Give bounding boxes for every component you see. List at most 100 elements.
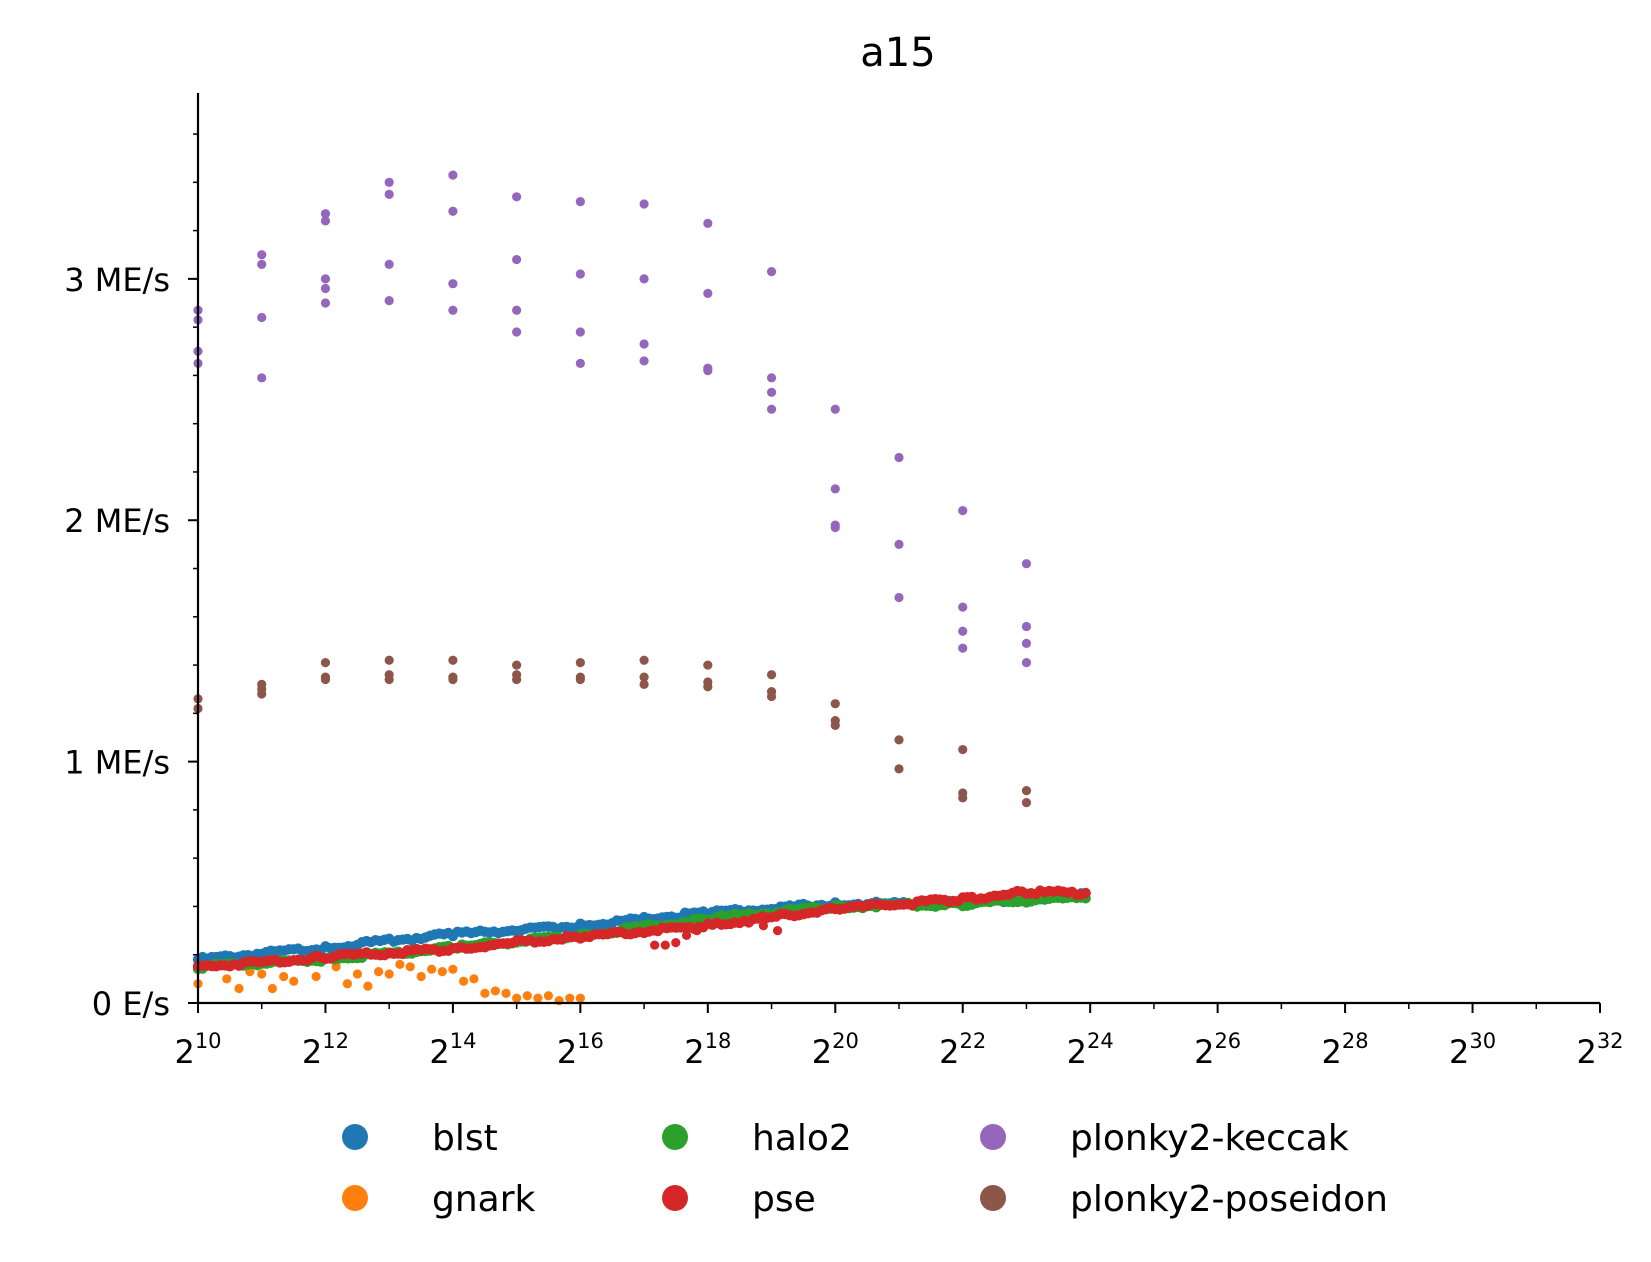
data-point — [639, 199, 649, 209]
x-tick-exponent: 16 — [577, 1029, 604, 1053]
x-tick-base: 2 — [812, 1033, 832, 1071]
legend-item-gnark: gnark — [342, 1179, 536, 1220]
data-point — [257, 250, 267, 260]
data-point — [758, 921, 769, 931]
data-point — [234, 983, 244, 994]
data-point — [543, 991, 554, 1001]
data-point — [257, 373, 267, 383]
legend-item-blst: blst — [342, 1118, 498, 1159]
x-tick-label: 228 — [1322, 1029, 1369, 1071]
data-point — [480, 988, 490, 998]
data-point — [448, 170, 458, 180]
x-tick-base: 2 — [1322, 1033, 1342, 1071]
plot-area — [192, 170, 1091, 1006]
x-tick-exponent: 32 — [1597, 1029, 1624, 1053]
series-gnark — [193, 954, 585, 1006]
data-point — [766, 404, 777, 414]
legend-marker — [342, 1185, 368, 1211]
series-plonky2-keccak — [193, 170, 1032, 668]
x-tick-exponent: 30 — [1469, 1029, 1496, 1053]
data-point — [958, 643, 968, 653]
legend-label: plonky2-keccak — [1070, 1118, 1349, 1159]
legend-item-plonky2-keccak: plonky2-keccak — [980, 1118, 1349, 1159]
data-point — [575, 269, 585, 279]
data-point — [512, 192, 522, 202]
x-tick-base: 2 — [174, 1033, 194, 1071]
data-point — [352, 969, 363, 979]
x-tick-exponent: 22 — [960, 1029, 987, 1053]
legend-label: pse — [752, 1179, 816, 1220]
data-point — [830, 720, 840, 731]
data-point — [639, 274, 649, 284]
data-point — [469, 974, 479, 984]
data-point — [405, 962, 415, 972]
data-point — [512, 327, 522, 337]
data-point — [512, 254, 522, 265]
data-point — [512, 993, 522, 1003]
legend-label: gnark — [432, 1179, 536, 1220]
data-point — [575, 993, 585, 1003]
x-tick-label: 218 — [684, 1029, 731, 1071]
data-point — [575, 674, 585, 685]
data-point — [342, 979, 352, 989]
x-tick-exponent: 28 — [1342, 1029, 1369, 1053]
data-point — [894, 764, 904, 774]
legend: blst gnark halo2 pse plonky2-keccak plonky2-p… — [342, 1118, 1388, 1220]
data-point — [1080, 888, 1091, 899]
data-point — [639, 679, 649, 689]
data-point — [894, 592, 904, 603]
data-point — [257, 969, 267, 979]
data-point — [320, 274, 331, 284]
data-point — [320, 674, 331, 685]
data-point — [703, 288, 713, 298]
data-point — [958, 626, 968, 636]
legend-label: halo2 — [752, 1118, 852, 1159]
data-point — [363, 981, 373, 991]
data-point — [320, 209, 331, 219]
data-point — [894, 539, 904, 549]
data-point — [245, 967, 255, 977]
x-tick-exponent: 20 — [832, 1029, 859, 1053]
series-plonky2-poseidon — [193, 655, 1032, 808]
x-tick-base: 2 — [1449, 1033, 1469, 1071]
data-point — [1021, 798, 1032, 808]
x-tick-exponent: 12 — [322, 1029, 349, 1053]
x-tick-base: 2 — [1067, 1033, 1087, 1071]
data-point — [766, 373, 777, 383]
x-tick-label: 214 — [429, 1029, 476, 1071]
data-point — [575, 658, 585, 668]
data-point — [437, 967, 447, 977]
legend-marker — [980, 1185, 1006, 1211]
legend-label: blst — [432, 1118, 498, 1159]
data-point — [320, 283, 331, 294]
data-point — [384, 189, 394, 199]
data-point — [257, 689, 267, 699]
data-point — [958, 793, 968, 803]
data-point — [671, 938, 681, 948]
data-point — [448, 305, 458, 315]
x-tick-label: 230 — [1449, 1029, 1496, 1071]
data-point — [1021, 621, 1032, 632]
data-point — [692, 925, 702, 936]
data-point — [257, 312, 267, 323]
data-point — [384, 259, 394, 269]
data-point — [279, 971, 289, 982]
data-point — [650, 940, 660, 950]
data-point — [416, 971, 426, 982]
legend-item-plonky2-poseidon: plonky2-poseidon — [980, 1179, 1388, 1220]
data-point — [448, 206, 458, 216]
data-point — [384, 969, 394, 979]
legend-item-pse: pse — [662, 1179, 816, 1220]
legend-marker — [662, 1185, 688, 1211]
chart-title: a15 — [860, 30, 935, 76]
x-tick-label: 220 — [812, 1029, 859, 1071]
data-point — [1021, 638, 1032, 648]
x-tick-base: 2 — [1194, 1033, 1214, 1071]
data-point — [373, 967, 384, 977]
data-point — [639, 672, 649, 682]
data-point — [703, 365, 713, 376]
x-tick-label: 210 — [174, 1029, 221, 1071]
data-point — [522, 991, 532, 1001]
